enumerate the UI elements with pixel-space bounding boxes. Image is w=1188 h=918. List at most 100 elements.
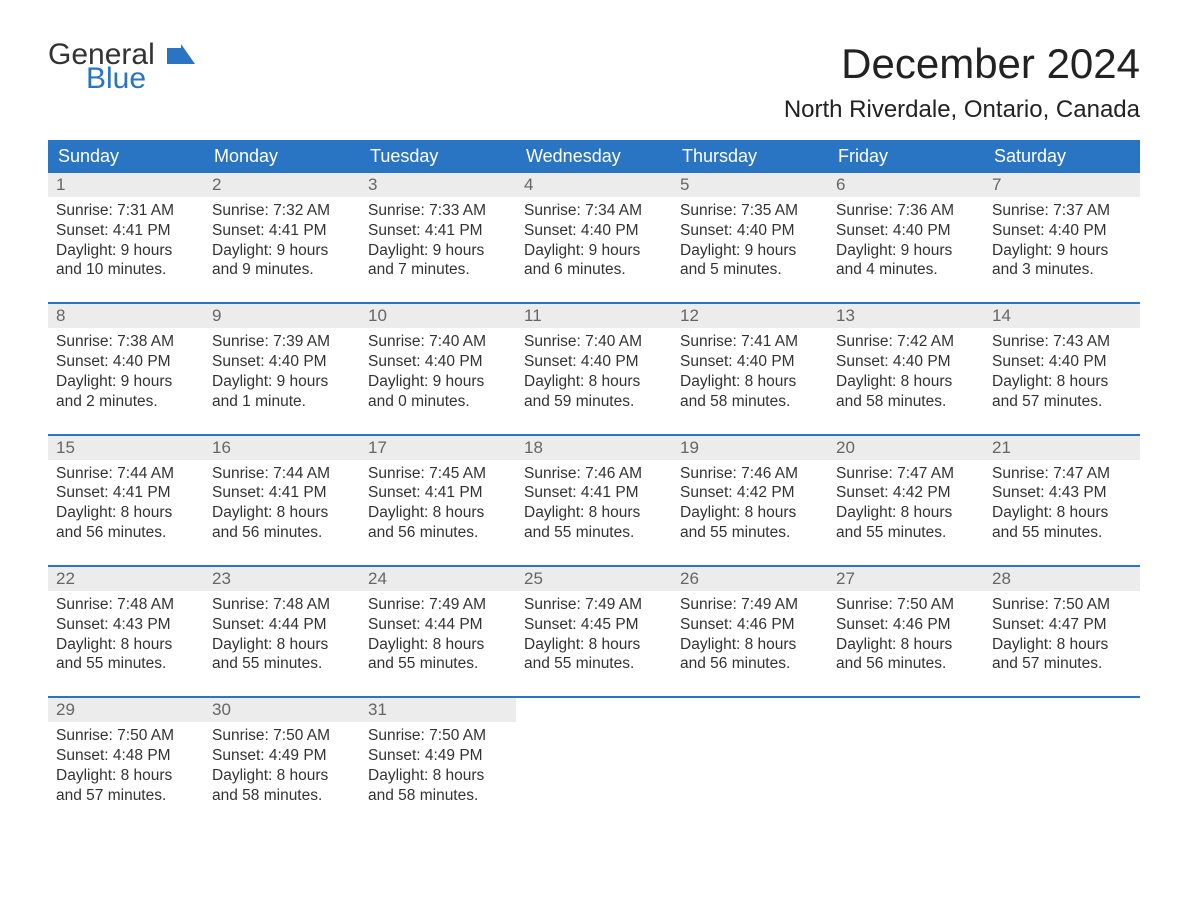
day-data: Sunrise: 7:31 AMSunset: 4:41 PMDaylight:…	[48, 197, 204, 288]
calendar-cell	[672, 698, 828, 813]
daylight-line1: Daylight: 8 hours	[368, 766, 508, 786]
sunset-line: Sunset: 4:41 PM	[368, 221, 508, 241]
calendar-cell: 13Sunrise: 7:42 AMSunset: 4:40 PMDayligh…	[828, 304, 984, 419]
calendar-cell: 1Sunrise: 7:31 AMSunset: 4:41 PMDaylight…	[48, 173, 204, 288]
day-number: 8	[48, 304, 204, 328]
sunrise-line: Sunrise: 7:34 AM	[524, 201, 664, 221]
weekday-label: Sunday	[48, 140, 204, 173]
daylight-line2: and 0 minutes.	[368, 392, 508, 412]
calendar-cell: 12Sunrise: 7:41 AMSunset: 4:40 PMDayligh…	[672, 304, 828, 419]
daylight-line1: Daylight: 9 hours	[212, 241, 352, 261]
day-number: 16	[204, 436, 360, 460]
calendar-cell: 8Sunrise: 7:38 AMSunset: 4:40 PMDaylight…	[48, 304, 204, 419]
day-number: 2	[204, 173, 360, 197]
day-number: 23	[204, 567, 360, 591]
sunset-line: Sunset: 4:41 PM	[56, 221, 196, 241]
sunrise-line: Sunrise: 7:50 AM	[56, 726, 196, 746]
calendar-cell: 17Sunrise: 7:45 AMSunset: 4:41 PMDayligh…	[360, 436, 516, 551]
calendar-cell: 16Sunrise: 7:44 AMSunset: 4:41 PMDayligh…	[204, 436, 360, 551]
daylight-line1: Daylight: 8 hours	[368, 635, 508, 655]
daylight-line1: Daylight: 8 hours	[524, 635, 664, 655]
weekday-label: Friday	[828, 140, 984, 173]
sunrise-line: Sunrise: 7:46 AM	[680, 464, 820, 484]
calendar-cell: 11Sunrise: 7:40 AMSunset: 4:40 PMDayligh…	[516, 304, 672, 419]
calendar-cell: 19Sunrise: 7:46 AMSunset: 4:42 PMDayligh…	[672, 436, 828, 551]
calendar-cell	[516, 698, 672, 813]
daylight-line1: Daylight: 9 hours	[368, 241, 508, 261]
day-data: Sunrise: 7:50 AMSunset: 4:49 PMDaylight:…	[204, 722, 360, 813]
sunrise-line: Sunrise: 7:38 AM	[56, 332, 196, 352]
daylight-line1: Daylight: 8 hours	[368, 503, 508, 523]
weekday-label: Tuesday	[360, 140, 516, 173]
sunset-line: Sunset: 4:44 PM	[368, 615, 508, 635]
day-number: 18	[516, 436, 672, 460]
sunrise-line: Sunrise: 7:50 AM	[212, 726, 352, 746]
day-number: 15	[48, 436, 204, 460]
daylight-line1: Daylight: 9 hours	[56, 241, 196, 261]
day-data: Sunrise: 7:46 AMSunset: 4:42 PMDaylight:…	[672, 460, 828, 551]
calendar-cell: 2Sunrise: 7:32 AMSunset: 4:41 PMDaylight…	[204, 173, 360, 288]
sunset-line: Sunset: 4:45 PM	[524, 615, 664, 635]
calendar-week: 29Sunrise: 7:50 AMSunset: 4:48 PMDayligh…	[48, 696, 1140, 813]
day-number: 17	[360, 436, 516, 460]
sunrise-line: Sunrise: 7:44 AM	[56, 464, 196, 484]
daylight-line1: Daylight: 8 hours	[212, 635, 352, 655]
sunrise-line: Sunrise: 7:40 AM	[524, 332, 664, 352]
daylight-line2: and 4 minutes.	[836, 260, 976, 280]
daylight-line2: and 58 minutes.	[368, 786, 508, 806]
calendar-cell: 26Sunrise: 7:49 AMSunset: 4:46 PMDayligh…	[672, 567, 828, 682]
sunset-line: Sunset: 4:42 PM	[680, 483, 820, 503]
day-data: Sunrise: 7:45 AMSunset: 4:41 PMDaylight:…	[360, 460, 516, 551]
daylight-line2: and 55 minutes.	[368, 654, 508, 674]
sunrise-line: Sunrise: 7:45 AM	[368, 464, 508, 484]
day-data: Sunrise: 7:49 AMSunset: 4:44 PMDaylight:…	[360, 591, 516, 682]
sunrise-line: Sunrise: 7:43 AM	[992, 332, 1132, 352]
daylight-line1: Daylight: 9 hours	[680, 241, 820, 261]
daylight-line2: and 57 minutes.	[992, 392, 1132, 412]
calendar-cell: 22Sunrise: 7:48 AMSunset: 4:43 PMDayligh…	[48, 567, 204, 682]
day-data: Sunrise: 7:38 AMSunset: 4:40 PMDaylight:…	[48, 328, 204, 419]
day-data: Sunrise: 7:44 AMSunset: 4:41 PMDaylight:…	[204, 460, 360, 551]
daylight-line2: and 6 minutes.	[524, 260, 664, 280]
calendar-cell	[984, 698, 1140, 813]
day-data: Sunrise: 7:50 AMSunset: 4:46 PMDaylight:…	[828, 591, 984, 682]
sunrise-line: Sunrise: 7:41 AM	[680, 332, 820, 352]
daylight-line2: and 58 minutes.	[212, 786, 352, 806]
calendar-cell: 24Sunrise: 7:49 AMSunset: 4:44 PMDayligh…	[360, 567, 516, 682]
day-number: 1	[48, 173, 204, 197]
daylight-line2: and 56 minutes.	[680, 654, 820, 674]
day-data: Sunrise: 7:41 AMSunset: 4:40 PMDaylight:…	[672, 328, 828, 419]
sunrise-line: Sunrise: 7:40 AM	[368, 332, 508, 352]
sunset-line: Sunset: 4:40 PM	[992, 352, 1132, 372]
calendar-cell	[828, 698, 984, 813]
daylight-line2: and 57 minutes.	[992, 654, 1132, 674]
sunset-line: Sunset: 4:43 PM	[56, 615, 196, 635]
sunset-line: Sunset: 4:40 PM	[368, 352, 508, 372]
daylight-line1: Daylight: 9 hours	[992, 241, 1132, 261]
weekday-label: Saturday	[984, 140, 1140, 173]
day-number: 10	[360, 304, 516, 328]
weekday-label: Wednesday	[516, 140, 672, 173]
daylight-line2: and 56 minutes.	[56, 523, 196, 543]
day-number: 28	[984, 567, 1140, 591]
calendar-week: 1Sunrise: 7:31 AMSunset: 4:41 PMDaylight…	[48, 173, 1140, 288]
calendar-week: 22Sunrise: 7:48 AMSunset: 4:43 PMDayligh…	[48, 565, 1140, 682]
day-data: Sunrise: 7:47 AMSunset: 4:42 PMDaylight:…	[828, 460, 984, 551]
sunset-line: Sunset: 4:46 PM	[680, 615, 820, 635]
daylight-line1: Daylight: 8 hours	[56, 635, 196, 655]
sunrise-line: Sunrise: 7:50 AM	[368, 726, 508, 746]
sunset-line: Sunset: 4:40 PM	[836, 221, 976, 241]
calendar-cell: 5Sunrise: 7:35 AMSunset: 4:40 PMDaylight…	[672, 173, 828, 288]
day-data: Sunrise: 7:40 AMSunset: 4:40 PMDaylight:…	[516, 328, 672, 419]
sunset-line: Sunset: 4:41 PM	[368, 483, 508, 503]
day-data: Sunrise: 7:48 AMSunset: 4:43 PMDaylight:…	[48, 591, 204, 682]
daylight-line1: Daylight: 8 hours	[56, 766, 196, 786]
day-number: 25	[516, 567, 672, 591]
location: North Riverdale, Ontario, Canada	[784, 96, 1140, 124]
weekday-label: Monday	[204, 140, 360, 173]
calendar-cell: 29Sunrise: 7:50 AMSunset: 4:48 PMDayligh…	[48, 698, 204, 813]
daylight-line1: Daylight: 9 hours	[368, 372, 508, 392]
sunset-line: Sunset: 4:40 PM	[212, 352, 352, 372]
daylight-line1: Daylight: 8 hours	[680, 372, 820, 392]
sunrise-line: Sunrise: 7:46 AM	[524, 464, 664, 484]
